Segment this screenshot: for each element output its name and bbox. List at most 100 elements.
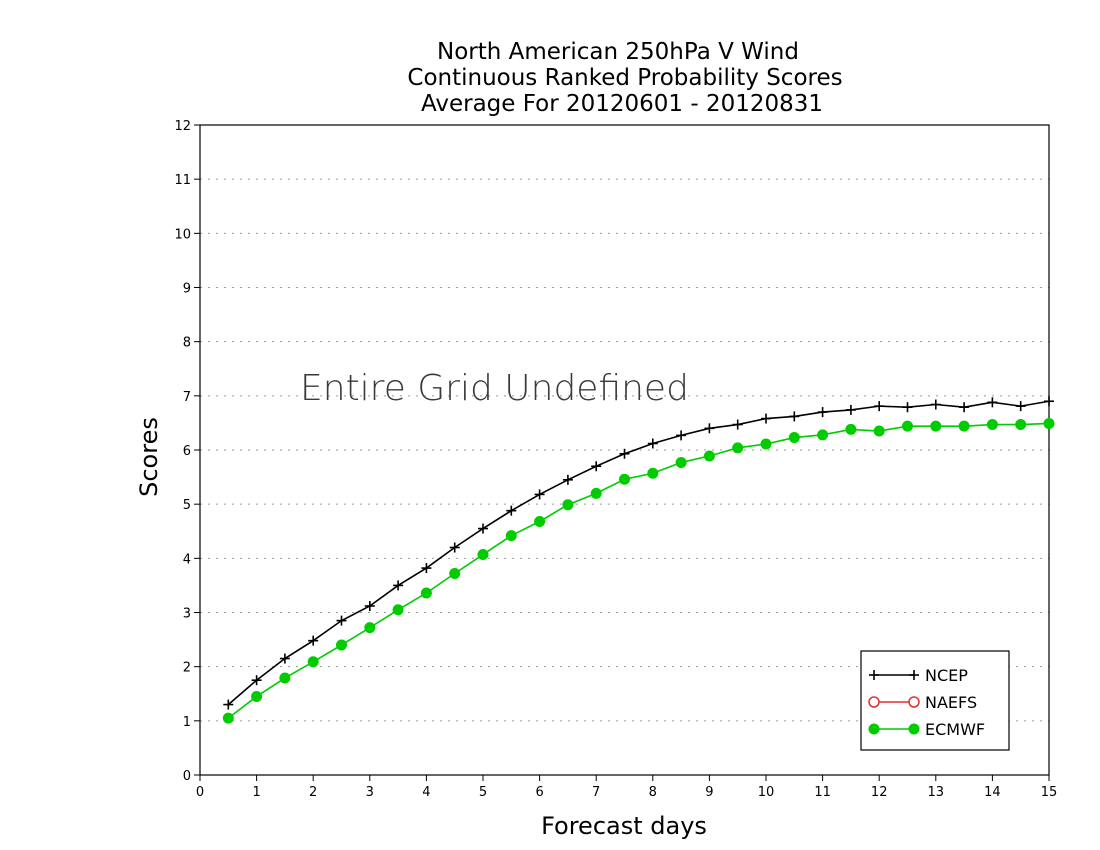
y-tick-label-4: 4 bbox=[183, 552, 191, 567]
point-ecmwf-10 bbox=[505, 530, 517, 542]
point-ncep-11 bbox=[534, 489, 545, 500]
point-ncep-2 bbox=[279, 653, 290, 664]
x-tick-label-3: 3 bbox=[366, 785, 374, 800]
point-ecmwf-28 bbox=[1015, 419, 1027, 431]
legend-label-ncep: NCEP bbox=[925, 666, 968, 685]
point-ecmwf-13 bbox=[590, 487, 602, 499]
point-ncep-10 bbox=[506, 505, 517, 516]
legend-marker-end-naefs bbox=[908, 696, 920, 708]
title-line-2: Continuous Ranked Probability Scores bbox=[407, 65, 842, 91]
point-ecmwf-6 bbox=[392, 604, 404, 616]
axes bbox=[194, 124, 1050, 781]
point-ecmwf-3 bbox=[307, 656, 319, 668]
chart-title: North American 250hPa V Wind Continuous … bbox=[407, 39, 842, 117]
point-ncep-9 bbox=[478, 523, 488, 534]
legend-marker-end-ncep bbox=[909, 670, 919, 680]
point-ncep-5 bbox=[364, 601, 375, 611]
x-tick-label-6: 6 bbox=[535, 785, 543, 800]
legend-box bbox=[860, 650, 1010, 751]
point-ecmwf-26 bbox=[958, 420, 970, 432]
y-axis-label: Scores bbox=[135, 417, 163, 497]
point-ecmwf-17 bbox=[703, 450, 715, 462]
y-tick-label-1: 1 bbox=[183, 715, 191, 730]
point-ecmwf-7 bbox=[420, 587, 432, 599]
point-ncep-22 bbox=[845, 404, 856, 415]
x-tick-label-1: 1 bbox=[252, 785, 260, 800]
point-ncep-26 bbox=[959, 402, 970, 413]
point-ecmwf-0 bbox=[222, 712, 234, 724]
point-ncep-19 bbox=[761, 413, 771, 424]
x-tick-label-9: 9 bbox=[705, 785, 713, 800]
title-line-1: North American 250hPa V Wind bbox=[437, 39, 799, 65]
point-ecmwf-21 bbox=[817, 429, 829, 441]
legend-label-ecmwf: ECMWF bbox=[925, 720, 985, 739]
y-tick-label-7: 7 bbox=[183, 390, 191, 405]
point-ncep-8 bbox=[449, 542, 460, 553]
point-ncep-23 bbox=[874, 401, 885, 412]
legend: NCEP NAEFS ECMWF bbox=[860, 650, 1010, 751]
point-ncep-0 bbox=[223, 699, 234, 710]
point-ecmwf-25 bbox=[930, 420, 942, 432]
legend-marker-start-ecmwf bbox=[868, 723, 880, 735]
point-ncep-3 bbox=[308, 635, 319, 646]
point-ecmwf-4 bbox=[336, 639, 347, 651]
x-tick-label-8: 8 bbox=[649, 785, 657, 800]
point-ecmwf-16 bbox=[675, 456, 687, 468]
point-ncep-14 bbox=[619, 448, 630, 459]
point-ncep-21 bbox=[817, 407, 828, 418]
point-ncep-20 bbox=[789, 411, 800, 422]
point-ecmwf-20 bbox=[788, 432, 800, 444]
data-series bbox=[222, 396, 1055, 724]
x-axis-label: Forecast days bbox=[541, 812, 707, 840]
y-tick-label-9: 9 bbox=[183, 282, 191, 297]
legend-marker-start-ncep bbox=[869, 670, 879, 680]
point-ncep-1 bbox=[251, 675, 262, 686]
point-ecmwf-27 bbox=[986, 419, 998, 431]
y-tick-label-12: 12 bbox=[174, 119, 191, 134]
title-line-3: Average For 20120601 - 20120831 bbox=[421, 91, 823, 117]
point-ecmwf-24 bbox=[902, 420, 913, 432]
point-ncep-25 bbox=[930, 399, 941, 410]
y-tick-label-5: 5 bbox=[183, 498, 191, 513]
point-ecmwf-23 bbox=[873, 425, 885, 437]
point-ecmwf-19 bbox=[760, 438, 772, 450]
point-ecmwf-15 bbox=[647, 467, 659, 479]
point-ncep-13 bbox=[591, 461, 602, 472]
x-tick-label-11: 11 bbox=[814, 785, 831, 800]
legend-label-naefs: NAEFS bbox=[925, 693, 977, 712]
point-ncep-4 bbox=[336, 615, 347, 626]
point-ecmwf-8 bbox=[449, 568, 461, 579]
undefined-grid-annotation: Entire Grid Undefined bbox=[300, 368, 689, 409]
x-tick-label-5: 5 bbox=[479, 785, 487, 800]
point-ecmwf-11 bbox=[534, 516, 546, 527]
point-ecmwf-5 bbox=[364, 622, 376, 634]
point-ncep-16 bbox=[676, 430, 687, 441]
y-tick-label-2: 2 bbox=[183, 661, 191, 676]
x-tick-label-14: 14 bbox=[984, 785, 1001, 800]
point-ncep-27 bbox=[987, 397, 998, 408]
point-ecmwf-18 bbox=[732, 442, 744, 454]
grid-lines bbox=[200, 178, 1049, 722]
x-tick-label-2: 2 bbox=[309, 785, 317, 800]
x-tick-label-15: 15 bbox=[1041, 785, 1058, 800]
y-tick-label-3: 3 bbox=[183, 607, 191, 622]
x-tick-label-12: 12 bbox=[871, 785, 888, 800]
point-ncep-7 bbox=[421, 563, 432, 574]
x-tick-label-13: 13 bbox=[928, 785, 945, 800]
point-ncep-6 bbox=[393, 580, 404, 591]
point-ecmwf-9 bbox=[477, 549, 489, 561]
point-ncep-18 bbox=[732, 419, 743, 430]
point-ncep-28 bbox=[1015, 401, 1026, 412]
y-tick-label-8: 8 bbox=[183, 336, 191, 351]
point-ncep-12 bbox=[562, 474, 573, 485]
point-ecmwf-29 bbox=[1043, 417, 1055, 429]
point-ecmwf-22 bbox=[845, 423, 857, 435]
point-ecmwf-2 bbox=[279, 672, 291, 684]
x-tick-label-10: 10 bbox=[758, 785, 775, 800]
point-ncep-15 bbox=[647, 438, 658, 449]
legend-marker-end-ecmwf bbox=[908, 723, 920, 735]
point-ncep-29 bbox=[1044, 396, 1054, 407]
y-tick-label-11: 11 bbox=[174, 173, 191, 188]
